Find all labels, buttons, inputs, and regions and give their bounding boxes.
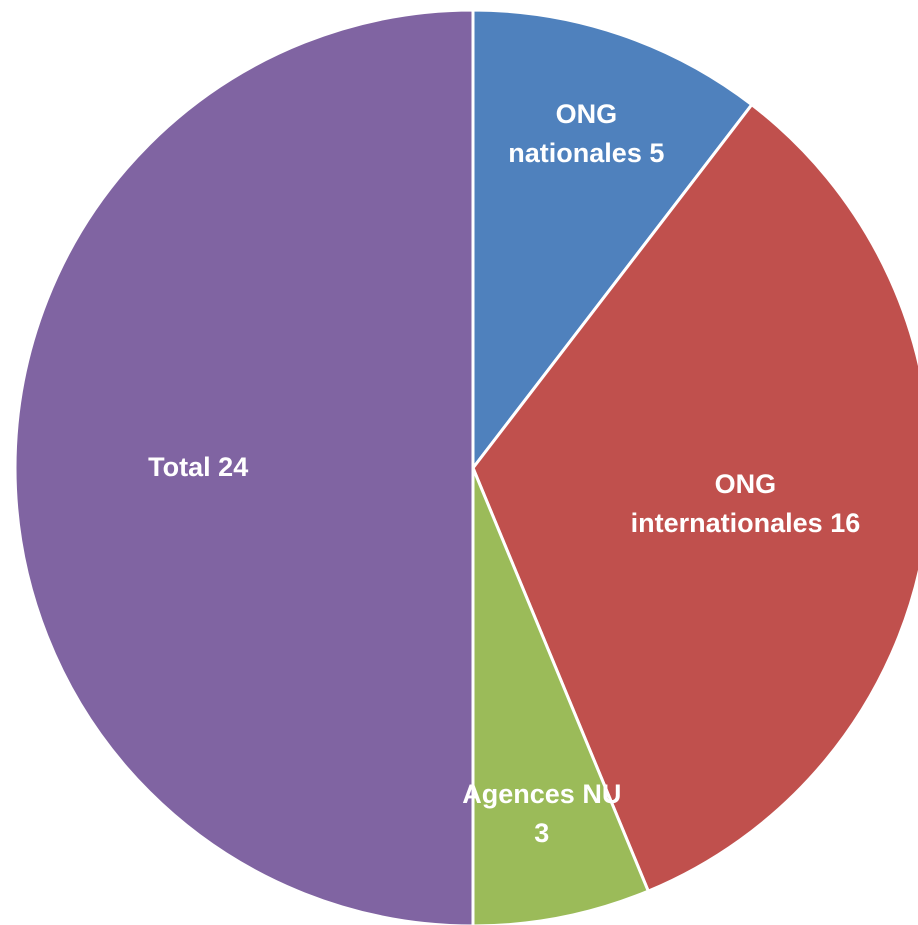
slice-label: ONG internationales 16 — [620, 429, 870, 579]
category-label: ONG nationales — [508, 98, 642, 169]
value-label: 5 — [649, 138, 665, 169]
category-label: Total — [148, 452, 211, 483]
label-box: ONG nationales 5 — [496, 59, 676, 209]
pie-slice — [471, 8, 754, 473]
value-label: 24 — [218, 452, 249, 483]
pie-slice — [13, 8, 475, 925]
label-text: ONG internationales 16 — [620, 465, 870, 543]
pie-slice — [471, 467, 651, 925]
label-text: Agences NU 3 — [452, 775, 632, 853]
label-text: Total 24 — [148, 448, 248, 487]
category-label: Agences NU — [462, 778, 622, 809]
label-box: Agences NU 3 — [452, 739, 632, 889]
slice-label: Agences NU 3 — [452, 739, 632, 889]
value-label: 16 — [830, 507, 861, 538]
label-box: ONG internationales 16 — [620, 429, 870, 579]
label-text: ONG nationales 5 — [496, 95, 676, 173]
slice-label: Total 24 — [73, 393, 323, 543]
value-label: 3 — [534, 817, 550, 848]
slice-label: ONG nationales 5 — [496, 59, 676, 209]
label-box: Total 24 — [73, 393, 323, 543]
pie-slice — [471, 102, 918, 894]
category-label: ONG internationales — [630, 468, 823, 538]
